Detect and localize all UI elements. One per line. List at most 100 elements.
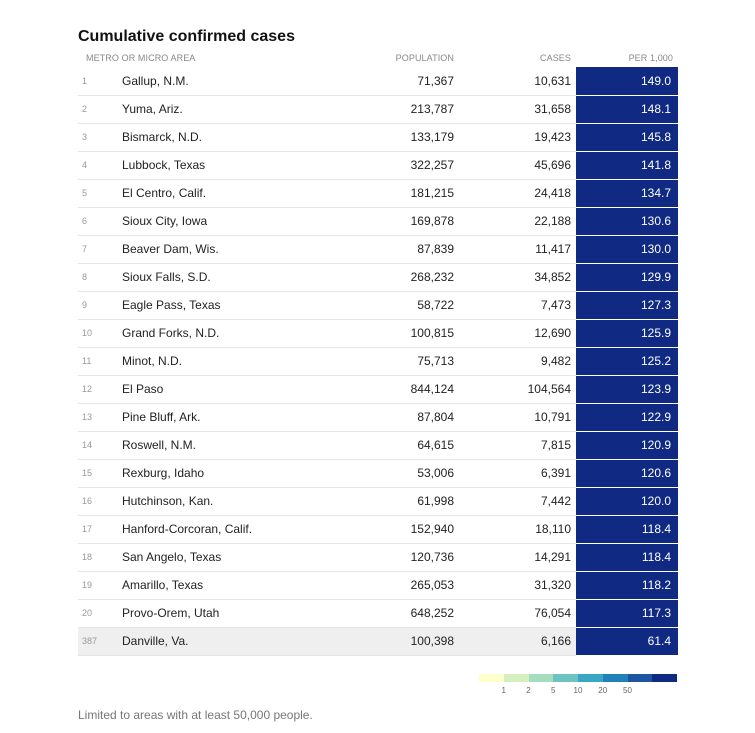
legend-swatch: [553, 674, 578, 682]
rank-cell: 2: [78, 95, 122, 124]
population-cell: 58,722: [336, 291, 460, 320]
table-row: 14 Roswell, N.M. 64,615 7,815 120.9: [78, 431, 679, 460]
area-cell: San Angelo, Texas: [122, 543, 337, 572]
rank-cell: 6: [78, 207, 122, 236]
cases-cell: 76,054: [459, 599, 577, 628]
cases-cell: 22,188: [459, 207, 577, 236]
header-per1000: Per 1,000: [628, 52, 674, 63]
cases-table: Metro or micro area Population Cases Per…: [78, 48, 679, 656]
table-row: 3 Bismarck, N.D. 133,179 19,423 145.8: [78, 123, 679, 152]
legend-label: 2: [526, 686, 531, 695]
table-row: 17 Hanford-Corcoran, Calif. 152,940 18,110 1…: [78, 515, 679, 544]
population-cell: 213,787: [336, 95, 460, 124]
table-header: Metro or micro area Population Cases Per…: [78, 48, 678, 67]
population-cell: 265,053: [336, 571, 460, 600]
table-row: 2 Yuma, Ariz. 213,787 31,658 148.1: [78, 95, 679, 124]
cases-cell: 34,852: [459, 263, 577, 292]
area-cell: Gallup, N.M.: [122, 67, 337, 96]
area-cell: Bismarck, N.D.: [122, 123, 337, 152]
table-body: 1 Gallup, N.M. 71,367 10,631 149.0 2 Yuma, Ari…: [78, 67, 679, 656]
footnote: Limited to areas with at least 50,000 pe…: [78, 708, 313, 722]
table-row: 8 Sioux Falls, S.D. 268,232 34,852 129.9: [78, 263, 679, 292]
table-row: 10 Grand Forks, N.D. 100,815 12,690 125.9: [78, 319, 679, 348]
cases-cell: 24,418: [459, 179, 577, 208]
legend-label: 1: [501, 686, 506, 695]
table-row: 20 Provo-Orem, Utah 648,252 76,054 117.3: [78, 599, 679, 628]
per1000-cell: 149.0: [576, 67, 679, 96]
rank-cell: 11: [78, 347, 122, 376]
area-cell: Hanford-Corcoran, Calif.: [122, 515, 337, 544]
table-row: 11 Minot, N.D. 75,713 9,482 125.2: [78, 347, 679, 376]
rank-cell: 19: [78, 571, 122, 600]
rank-cell: 15: [78, 459, 122, 488]
rank-cell: 9: [78, 291, 122, 320]
area-cell: Yuma, Ariz.: [122, 95, 337, 124]
per1000-cell: 125.9: [576, 319, 679, 348]
header-area: Metro or micro area: [86, 52, 196, 63]
per1000-cell: 120.0: [576, 487, 679, 516]
per1000-cell: 127.3: [576, 291, 679, 320]
population-cell: 100,398: [336, 627, 460, 656]
per1000-cell: 145.8: [576, 123, 679, 152]
rank-cell: 5: [78, 179, 122, 208]
legend-label: 50: [623, 686, 632, 695]
table-row: 6 Sioux City, Iowa 169,878 22,188 130.6: [78, 207, 679, 236]
table-row: 5 El Centro, Calif. 181,215 24,418 134.7: [78, 179, 679, 208]
area-cell: Grand Forks, N.D.: [122, 319, 337, 348]
legend-swatch: [652, 674, 677, 682]
population-cell: 322,257: [336, 151, 460, 180]
rank-cell: 10: [78, 319, 122, 348]
cases-cell: 31,320: [459, 571, 577, 600]
cases-cell: 18,110: [459, 515, 577, 544]
cases-cell: 10,631: [459, 67, 577, 96]
header-cases: Cases: [540, 52, 572, 63]
population-cell: 100,815: [336, 319, 460, 348]
table-row: 9 Eagle Pass, Texas 58,722 7,473 127.3: [78, 291, 679, 320]
table-title: Cumulative confirmed cases: [78, 28, 295, 45]
population-cell: 61,998: [336, 487, 460, 516]
per1000-cell: 118.4: [576, 515, 679, 544]
per1000-cell: 117.3: [576, 599, 679, 628]
cases-cell: 7,473: [459, 291, 577, 320]
population-cell: 268,232: [336, 263, 460, 292]
per1000-cell: 118.4: [576, 543, 679, 572]
legend-labels: 1 2 5 10 20 50: [479, 682, 677, 696]
per1000-cell: 148.1: [576, 95, 679, 124]
per1000-cell: 120.6: [576, 459, 679, 488]
color-legend: 1 2 5 10 20 50: [479, 674, 677, 704]
area-cell: El Paso: [122, 375, 337, 404]
area-cell: Lubbock, Texas: [122, 151, 337, 180]
table-row: 1 Gallup, N.M. 71,367 10,631 149.0: [78, 67, 679, 96]
cases-cell: 7,815: [459, 431, 577, 460]
population-cell: 71,367: [336, 67, 460, 96]
cases-cell: 7,442: [459, 487, 577, 516]
population-cell: 648,252: [336, 599, 460, 628]
per1000-cell: 61.4: [576, 627, 679, 656]
rank-cell: 13: [78, 403, 122, 432]
area-cell: Roswell, N.M.: [122, 431, 337, 460]
per1000-cell: 141.8: [576, 151, 679, 180]
cases-cell: 10,791: [459, 403, 577, 432]
population-cell: 75,713: [336, 347, 460, 376]
population-cell: 87,839: [336, 235, 460, 264]
population-cell: 169,878: [336, 207, 460, 236]
cases-cell: 6,391: [459, 459, 577, 488]
table-row: 15 Rexburg, Idaho 53,006 6,391 120.6: [78, 459, 679, 488]
population-cell: 133,179: [336, 123, 460, 152]
rank-cell: 20: [78, 599, 122, 628]
table-row: 7 Beaver Dam, Wis. 87,839 11,417 130.0: [78, 235, 679, 264]
table-row: 12 El Paso 844,124 104,564 123.9: [78, 375, 679, 404]
legend-label: 10: [573, 686, 583, 695]
per1000-cell: 123.9: [576, 375, 679, 404]
cases-cell: 6,166: [459, 627, 577, 656]
cases-cell: 12,690: [459, 319, 577, 348]
table-row-highlighted: 387 Danville, Va. 100,398 6,166 61.4: [78, 627, 679, 656]
per1000-cell: 125.2: [576, 347, 679, 376]
legend-label: 20: [598, 686, 608, 695]
population-cell: 87,804: [336, 403, 460, 432]
per1000-cell: 122.9: [576, 403, 679, 432]
area-cell: Hutchinson, Kan.: [122, 487, 337, 516]
table-row: 19 Amarillo, Texas 265,053 31,320 118.2: [78, 571, 679, 600]
table-row: 16 Hutchinson, Kan. 61,998 7,442 120.0: [78, 487, 679, 516]
rank-cell: 17: [78, 515, 122, 544]
